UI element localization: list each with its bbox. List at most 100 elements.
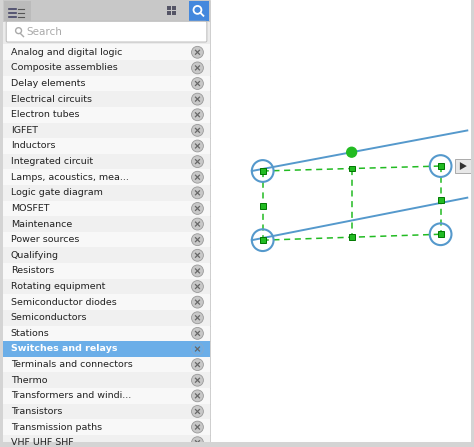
- Circle shape: [191, 265, 203, 277]
- FancyBboxPatch shape: [3, 232, 210, 248]
- FancyBboxPatch shape: [167, 11, 171, 15]
- Text: IGFET: IGFET: [10, 126, 37, 135]
- FancyBboxPatch shape: [3, 169, 210, 185]
- Text: Terminals and connectors: Terminals and connectors: [10, 360, 132, 369]
- FancyBboxPatch shape: [3, 357, 210, 372]
- FancyBboxPatch shape: [260, 202, 265, 209]
- Circle shape: [191, 109, 203, 121]
- Polygon shape: [460, 162, 467, 170]
- FancyBboxPatch shape: [3, 185, 210, 201]
- FancyBboxPatch shape: [3, 372, 210, 388]
- FancyBboxPatch shape: [3, 91, 210, 107]
- Circle shape: [191, 390, 203, 402]
- Text: Transformers and windi...: Transformers and windi...: [10, 391, 131, 401]
- FancyBboxPatch shape: [172, 11, 176, 15]
- Text: Search: Search: [27, 27, 63, 37]
- Circle shape: [191, 374, 203, 386]
- FancyBboxPatch shape: [3, 435, 210, 447]
- FancyBboxPatch shape: [3, 341, 210, 357]
- Text: Rotating equipment: Rotating equipment: [10, 282, 105, 291]
- FancyBboxPatch shape: [349, 234, 355, 240]
- Text: Transmission paths: Transmission paths: [10, 422, 102, 432]
- FancyBboxPatch shape: [210, 0, 471, 442]
- FancyBboxPatch shape: [260, 168, 265, 174]
- FancyBboxPatch shape: [438, 163, 444, 169]
- Text: Lamps, acoustics, mea...: Lamps, acoustics, mea...: [10, 173, 128, 182]
- FancyBboxPatch shape: [455, 159, 471, 173]
- FancyBboxPatch shape: [167, 6, 171, 10]
- Text: Semiconductor diodes: Semiconductor diodes: [10, 298, 117, 307]
- Text: VHF UHF SHF: VHF UHF SHF: [10, 438, 73, 447]
- Circle shape: [191, 140, 203, 152]
- FancyBboxPatch shape: [3, 310, 210, 325]
- FancyBboxPatch shape: [3, 60, 210, 76]
- FancyBboxPatch shape: [3, 201, 210, 216]
- FancyBboxPatch shape: [3, 216, 210, 232]
- FancyBboxPatch shape: [3, 76, 210, 91]
- FancyBboxPatch shape: [3, 263, 210, 279]
- Text: Semiconductors: Semiconductors: [10, 313, 87, 322]
- Circle shape: [191, 171, 203, 183]
- FancyBboxPatch shape: [3, 325, 210, 341]
- Text: Power sources: Power sources: [10, 235, 79, 244]
- Text: Transistors: Transistors: [10, 407, 62, 416]
- Circle shape: [191, 281, 203, 292]
- Text: MOSFET: MOSFET: [10, 204, 49, 213]
- Circle shape: [191, 312, 203, 324]
- FancyBboxPatch shape: [3, 404, 210, 419]
- FancyBboxPatch shape: [6, 21, 207, 42]
- Circle shape: [191, 202, 203, 215]
- Text: Switches and relays: Switches and relays: [10, 345, 117, 354]
- Text: Integrated circuit: Integrated circuit: [10, 157, 93, 166]
- FancyBboxPatch shape: [3, 138, 210, 154]
- Circle shape: [191, 93, 203, 105]
- Circle shape: [191, 46, 203, 58]
- FancyBboxPatch shape: [3, 122, 210, 138]
- Circle shape: [191, 421, 203, 433]
- Circle shape: [191, 124, 203, 136]
- Text: Thermo: Thermo: [10, 376, 47, 385]
- Circle shape: [191, 343, 203, 355]
- Text: Logic gate diagram: Logic gate diagram: [10, 188, 102, 197]
- FancyBboxPatch shape: [3, 154, 210, 169]
- Circle shape: [191, 296, 203, 308]
- FancyBboxPatch shape: [438, 231, 444, 237]
- Text: Maintenance: Maintenance: [10, 219, 72, 228]
- Text: Electrical circuits: Electrical circuits: [10, 95, 91, 104]
- Circle shape: [191, 62, 203, 74]
- FancyBboxPatch shape: [3, 388, 210, 404]
- Circle shape: [191, 187, 203, 199]
- Circle shape: [191, 218, 203, 230]
- Circle shape: [191, 437, 203, 447]
- FancyBboxPatch shape: [438, 197, 444, 203]
- FancyBboxPatch shape: [172, 6, 176, 10]
- FancyBboxPatch shape: [189, 1, 210, 21]
- Circle shape: [191, 358, 203, 371]
- Circle shape: [191, 405, 203, 417]
- FancyBboxPatch shape: [260, 237, 265, 243]
- Circle shape: [191, 234, 203, 245]
- Text: Delay elements: Delay elements: [10, 79, 85, 88]
- Circle shape: [191, 78, 203, 89]
- Text: Qualifying: Qualifying: [10, 251, 59, 260]
- Text: Inductors: Inductors: [10, 142, 55, 151]
- Text: Resistors: Resistors: [10, 266, 54, 275]
- FancyBboxPatch shape: [3, 279, 210, 294]
- FancyBboxPatch shape: [4, 1, 31, 21]
- Circle shape: [191, 156, 203, 168]
- Circle shape: [346, 147, 356, 157]
- FancyBboxPatch shape: [3, 248, 210, 263]
- Text: Analog and digital logic: Analog and digital logic: [10, 48, 122, 57]
- Text: Stations: Stations: [10, 329, 49, 338]
- Circle shape: [191, 249, 203, 261]
- Text: Composite assemblies: Composite assemblies: [10, 63, 118, 72]
- Circle shape: [191, 328, 203, 339]
- Text: Electron tubes: Electron tubes: [10, 110, 79, 119]
- FancyBboxPatch shape: [349, 165, 355, 172]
- FancyBboxPatch shape: [3, 419, 210, 435]
- FancyBboxPatch shape: [3, 0, 210, 442]
- FancyBboxPatch shape: [3, 0, 210, 22]
- FancyBboxPatch shape: [3, 294, 210, 310]
- FancyBboxPatch shape: [3, 45, 210, 60]
- FancyBboxPatch shape: [3, 107, 210, 122]
